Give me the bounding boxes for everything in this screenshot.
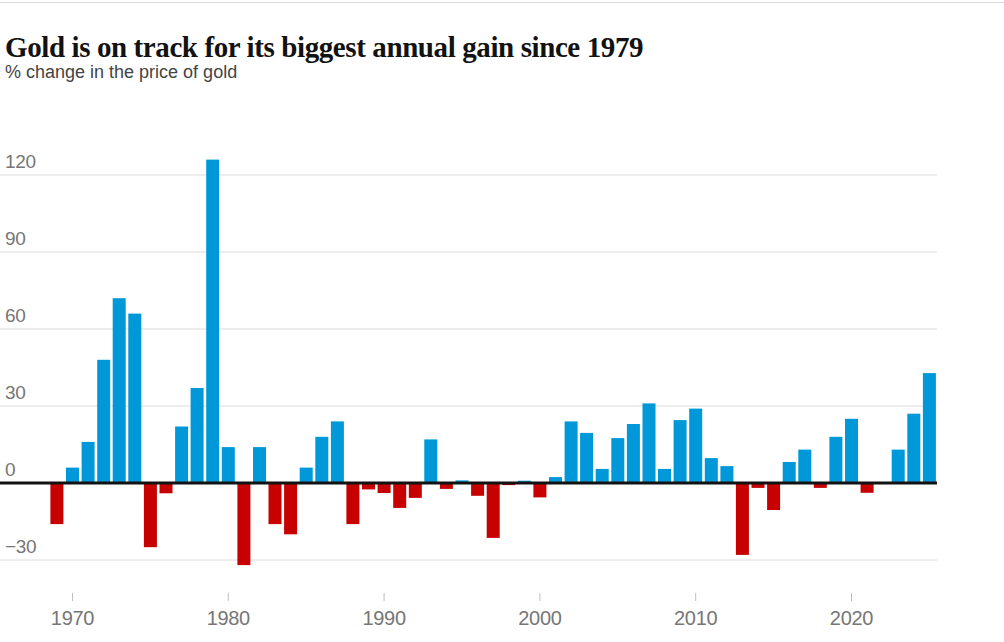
bar-1972	[97, 360, 110, 483]
y-axis-label-90: 90	[5, 228, 26, 249]
y-axis-label-120: 120	[5, 151, 36, 172]
bar-2004	[596, 469, 609, 483]
bar-1978	[191, 388, 204, 483]
bar-2009	[674, 420, 687, 483]
bar-1985	[300, 468, 313, 483]
bar-1996	[471, 483, 484, 496]
bar-1969	[50, 483, 63, 524]
x-axis-label-2000: 2000	[518, 607, 561, 629]
y-axis-label-0: 0	[5, 459, 15, 480]
bar-1973	[113, 298, 126, 483]
x-axis-label-1970: 1970	[51, 607, 94, 629]
bar-1992	[409, 483, 422, 498]
bar-1997	[487, 483, 500, 538]
x-axis-label-1990: 1990	[362, 607, 405, 629]
bar-1984	[284, 483, 297, 534]
y-axis-label-60: 60	[5, 305, 26, 326]
bar-1976	[160, 483, 173, 493]
bar-1974	[128, 314, 141, 483]
gold-price-chart-page: Gold is on track for its biggest annual …	[0, 0, 1004, 642]
bar-1991	[393, 483, 406, 508]
bar-2011	[705, 458, 718, 483]
x-axis-label-2020: 2020	[830, 607, 873, 629]
bar-1979	[206, 160, 219, 483]
bar-1975	[144, 483, 157, 547]
bar-2003	[580, 433, 593, 483]
x-axis-label-2010: 2010	[674, 607, 717, 629]
bar-2020	[845, 419, 858, 483]
bar-1981	[237, 483, 250, 565]
bar-2024	[907, 414, 920, 483]
y-axis-label--30: −30	[5, 536, 36, 557]
bar-2012	[720, 466, 733, 483]
bar-1983	[269, 483, 282, 524]
bar-2016	[783, 462, 796, 483]
bar-1971	[82, 442, 95, 483]
bar-2002	[565, 421, 578, 483]
bar-1993	[424, 439, 437, 483]
bar-1982	[253, 447, 266, 483]
bar-chart: 120 90 60 30 0 −30 1970 1980 1990 2000 2010 2020	[0, 0, 1004, 642]
bar-2010	[689, 409, 702, 483]
bar-2013	[736, 483, 749, 555]
bar-2015	[767, 483, 780, 510]
bar-1988	[346, 483, 359, 524]
bar-1977	[175, 427, 188, 484]
bar-2019	[829, 437, 842, 483]
bar-1987	[331, 421, 344, 483]
bar-2000	[533, 483, 546, 497]
bar-2017	[798, 450, 811, 483]
bar-2005	[611, 438, 624, 483]
y-axis-label-30: 30	[5, 382, 26, 403]
bar-2023	[892, 450, 905, 483]
bar-2006	[627, 424, 640, 483]
bar-chart-svg: 120 90 60 30 0 −30 1970 1980 1990 2000 2010 2020	[0, 0, 1004, 642]
bar-2025	[923, 373, 936, 483]
bar-2007	[643, 403, 656, 483]
bar-1970	[66, 468, 79, 483]
bar-1980	[222, 447, 235, 483]
x-axis-label-1980: 1980	[207, 607, 250, 629]
bar-2008	[658, 469, 671, 483]
bar-1986	[315, 437, 328, 483]
